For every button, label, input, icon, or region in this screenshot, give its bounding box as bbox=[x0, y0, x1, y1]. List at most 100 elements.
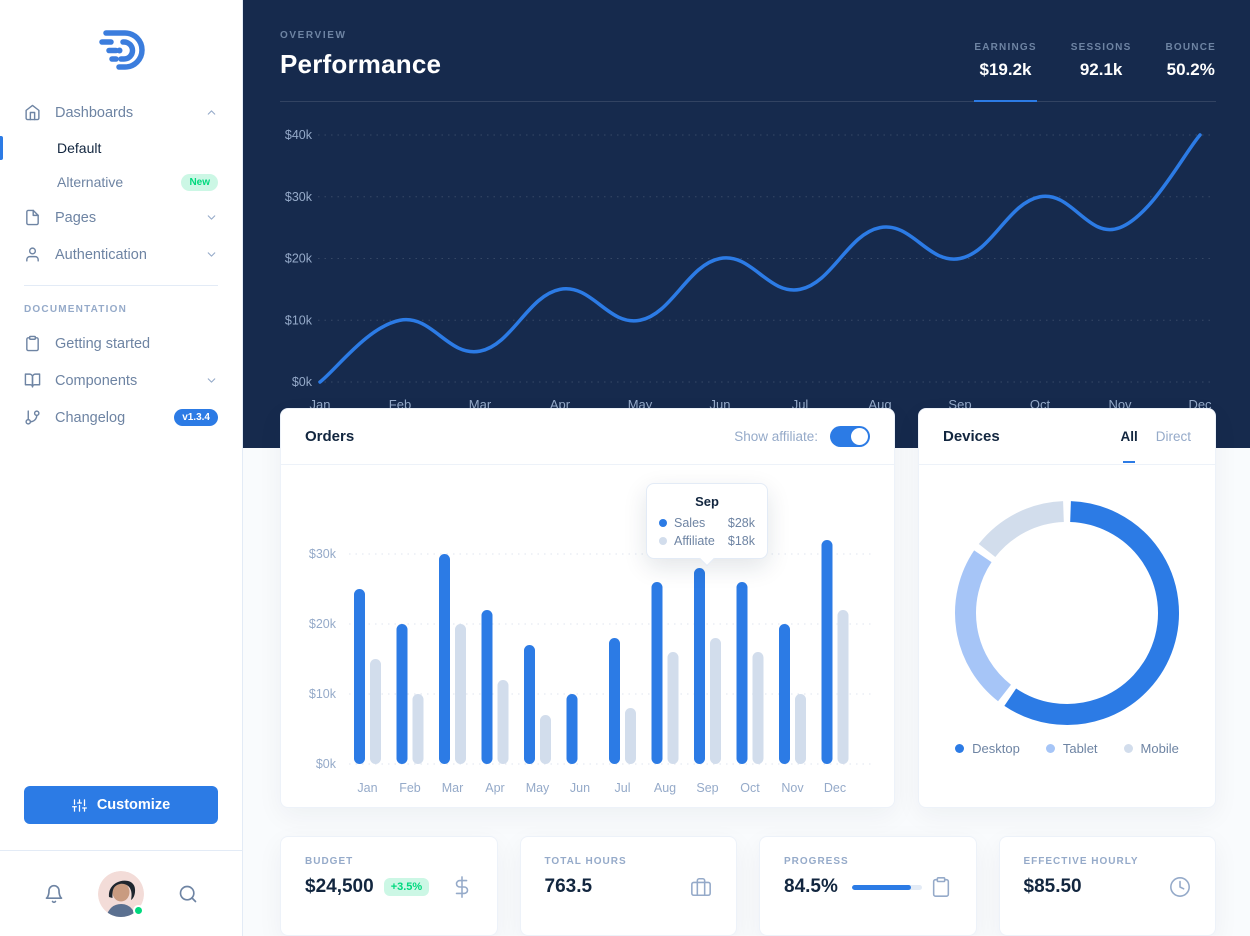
sidebar-item-default[interactable]: Default bbox=[0, 131, 242, 165]
tooltip-series-value: $28k bbox=[727, 516, 755, 530]
svg-text:$10k: $10k bbox=[309, 687, 337, 701]
devices-tabs: All Direct bbox=[1120, 429, 1191, 463]
bar-affiliate bbox=[837, 610, 849, 764]
bar-sales bbox=[524, 645, 535, 764]
progress-bar bbox=[851, 884, 922, 890]
sidebar-item-getting-started[interactable]: Getting started bbox=[0, 325, 242, 362]
tooltip-series-label: Affiliate bbox=[674, 534, 715, 548]
stat-value: 50.2% bbox=[1166, 60, 1215, 79]
stat-card-label: BUDGET bbox=[305, 856, 354, 867]
stat-earnings[interactable]: EARNINGS $19.2k bbox=[974, 42, 1038, 102]
progress-card: PROGRESS 84.5% bbox=[759, 836, 977, 936]
sidebar-item-authentication[interactable]: Authentication bbox=[0, 236, 242, 273]
bar-sales bbox=[779, 624, 790, 764]
clock-icon bbox=[1170, 877, 1190, 897]
bar-affiliate bbox=[667, 652, 679, 764]
customize-button[interactable]: Customize bbox=[24, 786, 218, 824]
page-title-block: OVERVIEW Performance bbox=[280, 30, 441, 80]
stats-row: BUDGET $24,500 +3.5% TOTAL HOURS 763.5 P… bbox=[243, 836, 1250, 936]
sidebar-item-label: Changelog bbox=[55, 409, 126, 426]
sidebar-item-label: Getting started bbox=[55, 335, 151, 352]
svg-text:$0k: $0k bbox=[316, 757, 337, 771]
book-open-icon bbox=[24, 373, 41, 388]
chevron-down-icon bbox=[207, 215, 216, 220]
bar-affiliate bbox=[412, 694, 424, 764]
briefcase-icon bbox=[691, 877, 711, 897]
sidebar-item-components[interactable]: Components bbox=[0, 362, 242, 399]
bar-sales bbox=[821, 540, 833, 764]
user-avatar[interactable] bbox=[98, 870, 144, 917]
chevron-down-icon bbox=[207, 378, 216, 383]
sidebar-nav: Dashboards Default Alternative New Pages… bbox=[0, 94, 242, 436]
sidebar-item-pages[interactable]: Pages bbox=[0, 199, 242, 236]
svg-text:Apr: Apr bbox=[485, 781, 504, 795]
bar-affiliate bbox=[497, 680, 509, 764]
sidebar-item-label: Dashboards bbox=[55, 104, 134, 121]
total-hours-card: TOTAL HOURS 763.5 bbox=[519, 836, 737, 936]
bar-sales bbox=[609, 638, 620, 764]
app-logo[interactable] bbox=[0, 0, 242, 94]
svg-text:Jan: Jan bbox=[357, 781, 377, 795]
sidebar-section-heading: DOCUMENTATION bbox=[24, 304, 127, 315]
customize-button-label: Customize bbox=[96, 797, 171, 813]
chart-tooltip: Sep Sales $28k Affiliate $18k bbox=[646, 483, 768, 559]
stat-card-label: PROGRESS bbox=[784, 856, 849, 867]
donut-segment-tablet bbox=[955, 550, 1012, 702]
legend-item-tablet: Tablet bbox=[1045, 741, 1098, 756]
performance-header: OVERVIEW Performance EARNINGS $19.2k SES… bbox=[243, 0, 1250, 448]
bar-sales bbox=[651, 582, 663, 764]
svg-text:Aug: Aug bbox=[654, 781, 676, 795]
stat-value: 92.1k bbox=[1079, 60, 1123, 79]
bar-sales bbox=[694, 568, 705, 764]
toggle-knob bbox=[851, 428, 868, 445]
sidebar-item-label: Authentication bbox=[55, 246, 147, 263]
svg-text:Feb: Feb bbox=[399, 781, 421, 795]
dollar-sign-icon bbox=[455, 876, 468, 898]
svg-text:Jul: Jul bbox=[615, 781, 631, 795]
svg-text:Dec: Dec bbox=[824, 781, 846, 795]
sidebar-item-label: Pages bbox=[55, 209, 97, 226]
tooltip-row: Sales $28k bbox=[659, 516, 755, 530]
tooltip-row: Affiliate $18k bbox=[659, 534, 755, 548]
sidebar-item-label: Alternative bbox=[57, 174, 124, 190]
sidebar-item-dashboards[interactable]: Dashboards bbox=[0, 94, 242, 131]
bell-icon[interactable] bbox=[44, 884, 64, 904]
tab-direct[interactable]: Direct bbox=[1155, 429, 1191, 444]
overline-label: OVERVIEW bbox=[280, 30, 347, 41]
charts-row: Orders Show affiliate: $0k $10k $20k $30k Ja… bbox=[243, 408, 1250, 808]
svg-text:$20k: $20k bbox=[309, 617, 337, 631]
legend-dot-icon bbox=[1123, 744, 1133, 753]
bar-sales bbox=[481, 610, 493, 764]
svg-text:Oct: Oct bbox=[740, 781, 760, 795]
bar-sales bbox=[439, 554, 450, 764]
bar-affiliate bbox=[370, 659, 381, 764]
legend-label: Tablet bbox=[1062, 741, 1098, 756]
search-icon[interactable] bbox=[178, 884, 198, 904]
dashkit-logo-icon bbox=[99, 30, 145, 70]
sidebar-item-changelog[interactable]: Changelog v1.3.4 bbox=[0, 399, 242, 436]
file-icon bbox=[26, 209, 39, 226]
version-badge: v1.3.4 bbox=[174, 409, 218, 426]
sidebar-item-label: Default bbox=[57, 140, 102, 156]
tooltip-series-label: Sales bbox=[674, 516, 706, 530]
bar-affiliate bbox=[625, 708, 636, 764]
legend-item-mobile: Mobile bbox=[1123, 741, 1179, 756]
stat-sessions[interactable]: SESSIONS 92.1k bbox=[1071, 42, 1132, 80]
bar-affiliate bbox=[540, 715, 551, 764]
stat-card-value: 763.5 bbox=[544, 876, 593, 897]
bar-affiliate bbox=[795, 694, 806, 764]
donut-legend: Desktop Tablet Mobile bbox=[955, 741, 1179, 756]
effective-hourly-card: EFFECTIVE HOURLY $85.50 bbox=[998, 836, 1216, 936]
legend-item-desktop: Desktop bbox=[955, 741, 1020, 756]
svg-text:May: May bbox=[526, 781, 550, 795]
bar-affiliate bbox=[752, 652, 764, 764]
show-affiliate-toggle[interactable] bbox=[830, 426, 870, 447]
stat-label: BOUNCE bbox=[1165, 42, 1216, 53]
legend-dot-icon bbox=[955, 744, 965, 753]
chevron-down-icon bbox=[207, 252, 216, 257]
sidebar-item-alternative[interactable]: Alternative New bbox=[0, 165, 242, 199]
svg-text:$20k: $20k bbox=[285, 252, 313, 266]
stat-bounce[interactable]: BOUNCE 50.2% bbox=[1165, 42, 1216, 80]
tab-all[interactable]: All bbox=[1120, 429, 1138, 463]
